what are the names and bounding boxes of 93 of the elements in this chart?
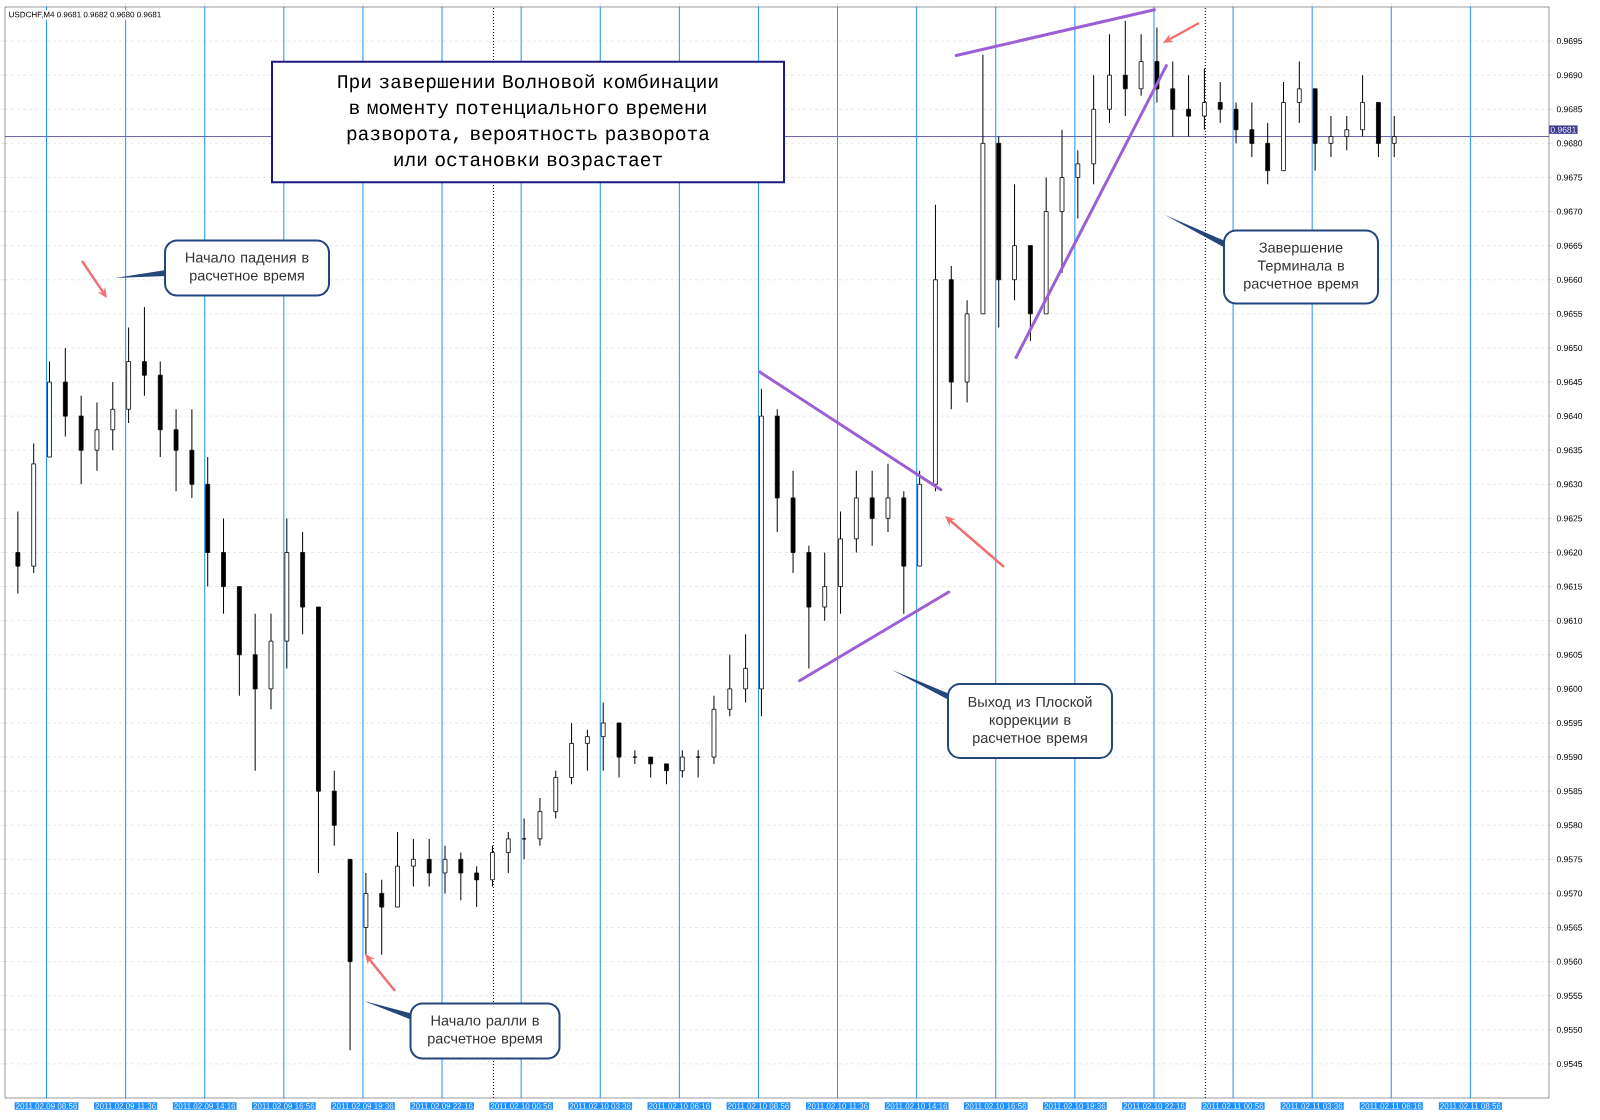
candlestick [410,838,416,888]
text: USDCHF,M4 0.9681 0.9682 0.9680 0.9681 [9,11,161,19]
y-tick-label: 0.9665 [1556,242,1583,249]
candlestick [869,470,875,547]
candlestick [142,306,147,397]
candlestick [1186,74,1191,138]
x-tick-label: 2011.02.10 11:36 [807,1103,868,1109]
x-tick-label: 2011.02.09 08:56 [16,1103,78,1109]
y-tick-label: 0.9605 [1556,651,1583,658]
y-tick-label: 0.9685 [1556,106,1583,113]
candlestick [1344,115,1350,151]
annotation: Выход из Плоской коррекции в расчетное время [968,696,1092,746]
candlestick [822,552,828,622]
x-tick-label: 2011.02.09 22:16 [411,1103,473,1109]
y-tick-label: 0.9630 [1556,481,1583,488]
candlestick [521,817,527,860]
x-tick-label: 2011.02.10 06:16 [648,1103,710,1109]
y-tick-label: 0.9655 [1556,310,1583,317]
annotation: При завершении Волновой комбинации в моменту потенциального времени разворота, вероятность разворота или остановки возрастает [338,73,718,171]
x-tick-label: 2011.02.10 14:16 [886,1103,948,1109]
candlestick [664,763,669,785]
x-tick-label: 2011.02.09 16:56 [253,1103,315,1109]
candlestick [648,756,654,779]
y-tick-label: 0.9625 [1556,515,1583,522]
candlestick [679,749,685,779]
annotation: Начало ралли в расчетное время [428,1015,542,1047]
annotation: Завершение Терминала в расчетное время [1244,242,1358,292]
y-tick-label: 0.9595 [1556,719,1583,726]
candlestick [585,729,590,772]
annotation: Начало падения в расчетное время [186,252,309,284]
y-tick-label: 0.9660 [1556,276,1583,283]
candlestick [727,654,733,717]
y-tick-label: 0.9640 [1556,413,1583,420]
candlestick [1122,20,1128,117]
ref-line-label: 0.9681 [1550,126,1576,133]
candlestick [885,463,891,533]
x-tick-label: 2011.02.11 06:16 [1361,1103,1422,1109]
y-tick-label: 0.9615 [1556,583,1583,590]
y-tick-label: 0.9585 [1556,788,1583,795]
y-tick-label: 0.9635 [1556,447,1583,454]
candlestick [379,879,385,956]
x-tick-label: 2011.02.09 19:36 [332,1103,394,1109]
x-tick-label: 2011.02.11 08:56 [1440,1103,1501,1109]
y-tick-label: 0.9550 [1556,1026,1583,1033]
candlestick [474,865,480,908]
candlestick [695,749,701,779]
candlestick [110,381,116,451]
y-tick-label: 0.9670 [1556,208,1583,215]
candlestick [458,852,464,901]
y-tick-label: 0.9695 [1556,38,1583,45]
candlestick [1328,115,1334,158]
candlestick [1391,115,1397,158]
y-tick-label: 0.9580 [1556,822,1583,829]
x-tick-label: 2011.02.10 00:56 [490,1103,552,1109]
candlestick [600,702,606,772]
y-tick-label: 0.9545 [1556,1060,1583,1067]
y-tick-label: 0.9565 [1556,924,1583,931]
y-tick-label: 0.9610 [1556,617,1583,624]
y-tick-label: 0.9675 [1556,174,1583,181]
candlestick [1296,61,1302,124]
x-tick-label: 2011.02.11 03:36 [1282,1103,1343,1109]
candlestick [426,838,432,888]
y-tick-label: 0.9575 [1556,856,1583,863]
candlestick [1249,101,1255,158]
candlestick [1075,149,1081,219]
x-tick-label: 2011.02.09 11:36 [95,1103,156,1109]
x-tick-label: 2011.02.10 03:36 [569,1103,631,1109]
candlestick [442,845,448,894]
x-tick-label: 2011.02.10 22:16 [1123,1103,1185,1109]
y-tick-label: 0.9590 [1556,754,1583,761]
y-tick-label: 0.9645 [1556,379,1583,386]
x-tick-label: 2011.02.10 16:56 [965,1103,1027,1109]
y-tick-label: 0.9650 [1556,344,1583,351]
candlestick [505,831,511,874]
x-tick-label: 2011.02.09 14:16 [174,1103,236,1109]
x-tick-label: 2011.02.10 19:36 [1044,1103,1106,1109]
y-tick-label: 0.9620 [1556,549,1583,556]
candlestick [1217,81,1223,124]
candlestick [15,511,21,594]
candlestick [1233,101,1239,144]
candlestick [1170,61,1176,138]
candlestick [94,401,100,472]
candlestick [743,633,748,704]
y-tick-label: 0.9690 [1556,72,1583,79]
x-tick-label: 2011.02.10 08:56 [728,1103,789,1109]
y-tick-label: 0.9680 [1556,140,1583,147]
y-tick-label: 0.9570 [1556,890,1583,897]
y-tick-label: 0.9555 [1556,992,1583,999]
x-tick-label: 2011.02.11 00:56 [1202,1103,1264,1109]
y-tick-label: 0.9600 [1556,685,1583,692]
y-tick-label: 0.9560 [1556,958,1583,965]
candlestick [632,749,638,765]
candlestick [173,408,179,492]
